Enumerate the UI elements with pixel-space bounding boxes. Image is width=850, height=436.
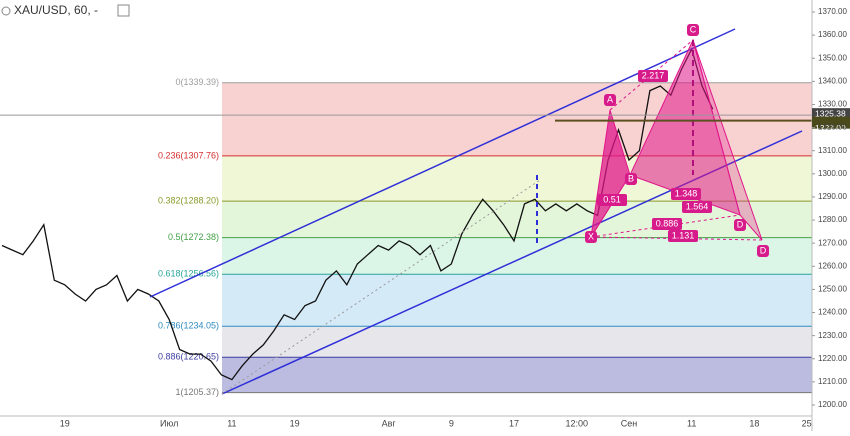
pattern-ratio: 1.348: [675, 188, 698, 198]
pattern-ratio-box: [671, 188, 701, 200]
y-tick-label: 1250.00: [818, 285, 847, 294]
x-tick-label: 11: [227, 418, 236, 428]
y-tick-label: 1290.00: [818, 192, 847, 201]
pattern-point-box: [625, 173, 637, 185]
pattern-point: A: [607, 94, 613, 104]
pattern-edge: [590, 214, 741, 238]
fib-label: 0.618(1256.56): [158, 269, 219, 279]
pattern-ratio-box: [652, 218, 682, 230]
header-bg: [0, 2, 135, 20]
fib-band: [222, 237, 812, 275]
price-label: 1323.00: [815, 123, 846, 133]
icon: [1, 6, 11, 16]
overlay: X A B C D D 0.51 2.217 1.348 1.564 0.886 1.131: [0, 24, 812, 257]
y-tick-label: 1360.00: [818, 30, 847, 39]
price-axis-bg: [812, 0, 850, 431]
axes: 1325.38 1323.00 1200.00 1210.00 1220.00 1230.…: [60, 7, 850, 428]
y-tick-label: 1210.00: [818, 377, 847, 386]
pattern-point-box: [757, 245, 769, 257]
y-tick-label: 1230.00: [818, 331, 847, 340]
pattern-point-box: [585, 231, 597, 243]
fib-label: 0.382(1288.20): [158, 195, 219, 205]
x-tick-label: 11: [687, 418, 696, 428]
x-tick-label: Июл: [160, 418, 178, 428]
fib-label: 0(1339.39): [175, 77, 219, 87]
x-tick-label: 19: [290, 418, 300, 428]
fib-label: 0.5(1272.38): [168, 232, 219, 242]
pattern-ratio: 0.51: [603, 194, 621, 204]
y-tick-label: 1300.00: [818, 169, 847, 178]
fib-label: 0.786(1234.05): [158, 321, 219, 331]
fib-band: [222, 357, 812, 393]
x-tick-label: 12:00: [565, 418, 588, 428]
price-label-box: [812, 116, 850, 129]
channel-upper: [149, 28, 736, 298]
x-tick-label: 19: [60, 418, 70, 428]
pattern-point-box: [604, 94, 616, 106]
x-tick-label: 9: [449, 418, 454, 428]
pattern-point: C: [690, 24, 697, 34]
pattern-ratio: 2.217: [642, 70, 665, 80]
y-tick-label: 1320.00: [818, 123, 847, 132]
x-tick-label: Авг: [382, 418, 397, 428]
pattern-ratio: 1.564: [686, 201, 709, 211]
pattern-ratio-box: [682, 201, 712, 213]
y-tick-label: 1370.00: [818, 7, 847, 16]
fib-label: 0.236(1307.76): [158, 150, 219, 160]
pattern-ratio-box: [638, 70, 668, 82]
x-tick-label: 25: [802, 418, 812, 428]
fib-label: 0.886(1220.65): [158, 352, 219, 362]
pattern-ratio-box: [597, 194, 627, 206]
y-tick-label: 1270.00: [818, 238, 847, 247]
y-tick-label: 1340.00: [818, 76, 847, 85]
y-tick-label: 1200.00: [818, 400, 847, 409]
y-tick-label: 1240.00: [818, 308, 847, 317]
y-tick-label: 1280.00: [818, 215, 847, 224]
fib-band: [222, 274, 812, 327]
x-tick-label: 18: [749, 418, 759, 428]
x-tick-label: 17: [509, 418, 519, 428]
pattern-point: B: [628, 173, 634, 183]
pattern-ratio: 0.886: [656, 218, 679, 228]
fib-band: [222, 326, 812, 358]
pattern-point-box: [687, 24, 699, 36]
pattern-point: D: [760, 245, 767, 255]
y-tick-label: 1330.00: [818, 100, 847, 109]
y-tick-label: 1310.00: [818, 146, 847, 155]
y-tick-label: 1350.00: [818, 53, 847, 62]
chart-title: XAU/USD, 60, -: [14, 3, 98, 17]
trend-dotted: [221, 179, 541, 395]
pattern-point-box: [734, 219, 746, 231]
fib-label: 1(1205.37): [175, 387, 219, 397]
y-tick-label: 1220.00: [818, 354, 847, 363]
y-tick-label: 1260.00: [818, 261, 847, 270]
x-tick-label: Сен: [621, 418, 638, 428]
pattern-ratio: 1.131: [672, 230, 695, 240]
price-label: 1325.38: [815, 108, 846, 118]
pattern-point: X: [588, 231, 594, 241]
pattern-point: D: [737, 219, 744, 229]
icon[interactable]: [117, 4, 130, 17]
pattern-ratio-box: [668, 230, 698, 242]
pattern-d2: [692, 39, 763, 241]
